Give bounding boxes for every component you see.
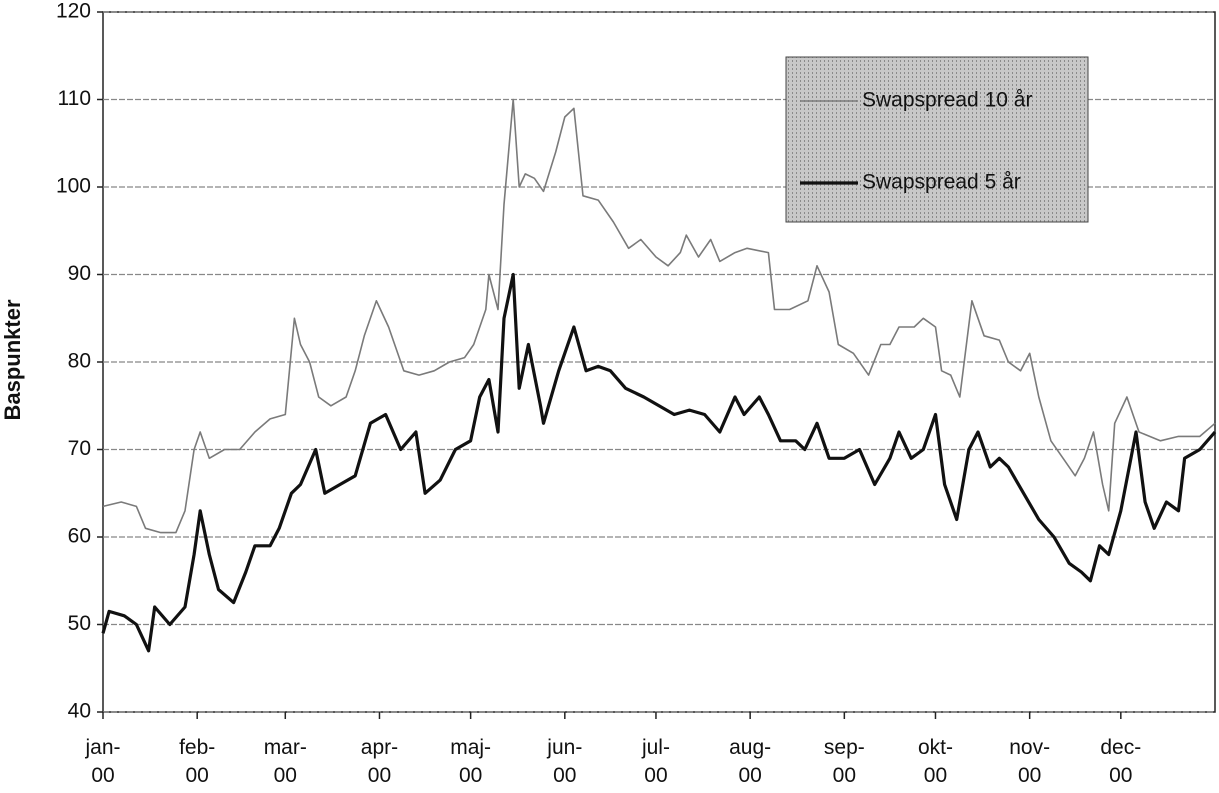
x-tick-label: apr-00: [360, 736, 399, 787]
x-tick-label: nov-00: [1009, 736, 1051, 787]
series-line: [101, 272, 1217, 653]
series-line: [102, 98, 1216, 534]
x-tick-label: mar-00: [263, 736, 307, 787]
x-tick-label: feb-00: [179, 736, 216, 787]
legend-label: Swapspread 5 år: [862, 171, 1021, 194]
x-tick-label: jun-00: [547, 736, 583, 787]
y-tick-label: 90: [68, 262, 91, 285]
legend-label: Swapspread 10 år: [862, 89, 1032, 112]
y-axis-label: Baspunkter: [0, 299, 25, 420]
legend-box: [785, 56, 1089, 223]
y-tick-label: 110: [58, 87, 91, 110]
y-tick-label: 50: [68, 612, 91, 635]
x-tick-label: dec-00: [1100, 736, 1142, 787]
y-tick-label: 40: [68, 700, 91, 723]
y-tick-label: 100: [56, 175, 91, 198]
x-tick-label: okt-00: [917, 736, 953, 787]
x-tick-label: sep-00: [823, 736, 865, 787]
x-tick-label: aug-00: [729, 736, 772, 787]
y-tick-label: 120: [56, 0, 91, 23]
y-tick-label: 60: [68, 525, 91, 548]
x-tick-label: maj-00: [450, 736, 492, 787]
y-tick-label: 80: [68, 350, 91, 373]
y-tick-label: 70: [68, 437, 91, 460]
x-tick-label: jan-00: [85, 736, 121, 787]
x-tick-label: jul-00: [641, 736, 670, 787]
